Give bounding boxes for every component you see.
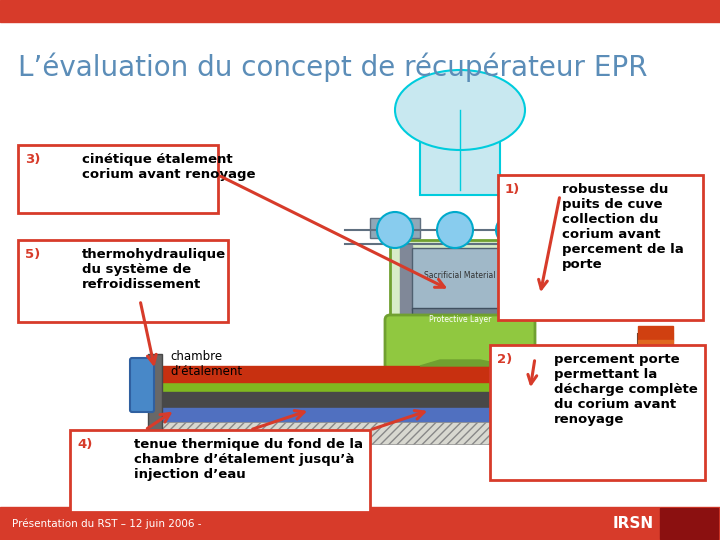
Circle shape	[496, 216, 524, 244]
Bar	[638, 334, 673, 444]
Text: 5): 5)	[25, 248, 40, 261]
Text: 2): 2)	[497, 353, 512, 366]
Bar	[150, 408, 650, 422]
Bar	[412, 248, 508, 310]
Text: 1): 1)	[505, 183, 521, 196]
Bar	[150, 366, 650, 382]
Bar	[150, 380, 650, 392]
Bar	[638, 340, 673, 354]
Bar	[412, 308, 508, 330]
Bar	[498, 175, 703, 320]
Bar	[420, 110, 500, 195]
Bar	[148, 354, 162, 444]
Text: percement porte
permettant la
décharge complète
du corium avant
renoyage: percement porte permettant la décharge c…	[554, 353, 698, 426]
Bar	[18, 145, 218, 213]
Bar	[638, 326, 673, 340]
Bar	[18, 240, 228, 322]
Bar	[638, 368, 673, 382]
Text: robustesse du
puits de cuve
collection du
corium avant
percement de la
porte: robustesse du puits de cuve collection d…	[562, 183, 684, 271]
Ellipse shape	[395, 70, 525, 150]
Bar	[70, 430, 370, 512]
Bar	[508, 245, 520, 355]
Bar	[245, 42, 680, 392]
Bar	[390, 240, 530, 360]
Bar	[500, 218, 550, 238]
Bar	[0, 507, 720, 540]
Circle shape	[437, 212, 473, 248]
Text: cinétique étalement
corium avant renoyage: cinétique étalement corium avant renoyag…	[82, 153, 256, 181]
Text: Présentation du RST – 12 juin 2006 -: Présentation du RST – 12 juin 2006 -	[12, 519, 202, 529]
Bar	[660, 508, 718, 539]
Text: thermohydraulique
du système de
refroidissement: thermohydraulique du système de refroidi…	[82, 248, 226, 291]
Text: chambre
d’étalement: chambre d’étalement	[170, 350, 242, 378]
Bar	[400, 245, 412, 355]
Polygon shape	[420, 360, 510, 366]
Text: IRSN: IRSN	[613, 516, 654, 531]
Text: Sacrificial Material: Sacrificial Material	[424, 271, 496, 280]
Bar	[150, 422, 650, 444]
Bar	[370, 218, 420, 238]
Bar	[0, 0, 720, 22]
Bar	[638, 354, 673, 368]
Text: L’évaluation du concept de récupérateur EPR: L’évaluation du concept de récupérateur …	[18, 52, 647, 82]
FancyBboxPatch shape	[385, 315, 535, 370]
Text: 3): 3)	[25, 153, 40, 166]
Bar	[490, 345, 705, 480]
FancyBboxPatch shape	[130, 358, 154, 412]
Bar	[150, 392, 650, 408]
Text: 4): 4)	[77, 438, 92, 451]
Text: Protective Layer: Protective Layer	[429, 314, 491, 323]
Text: tenue thermique du fond de la
chambre d’étalement jusqu’à
injection d’eau: tenue thermique du fond de la chambre d’…	[134, 438, 363, 481]
Circle shape	[377, 212, 413, 248]
